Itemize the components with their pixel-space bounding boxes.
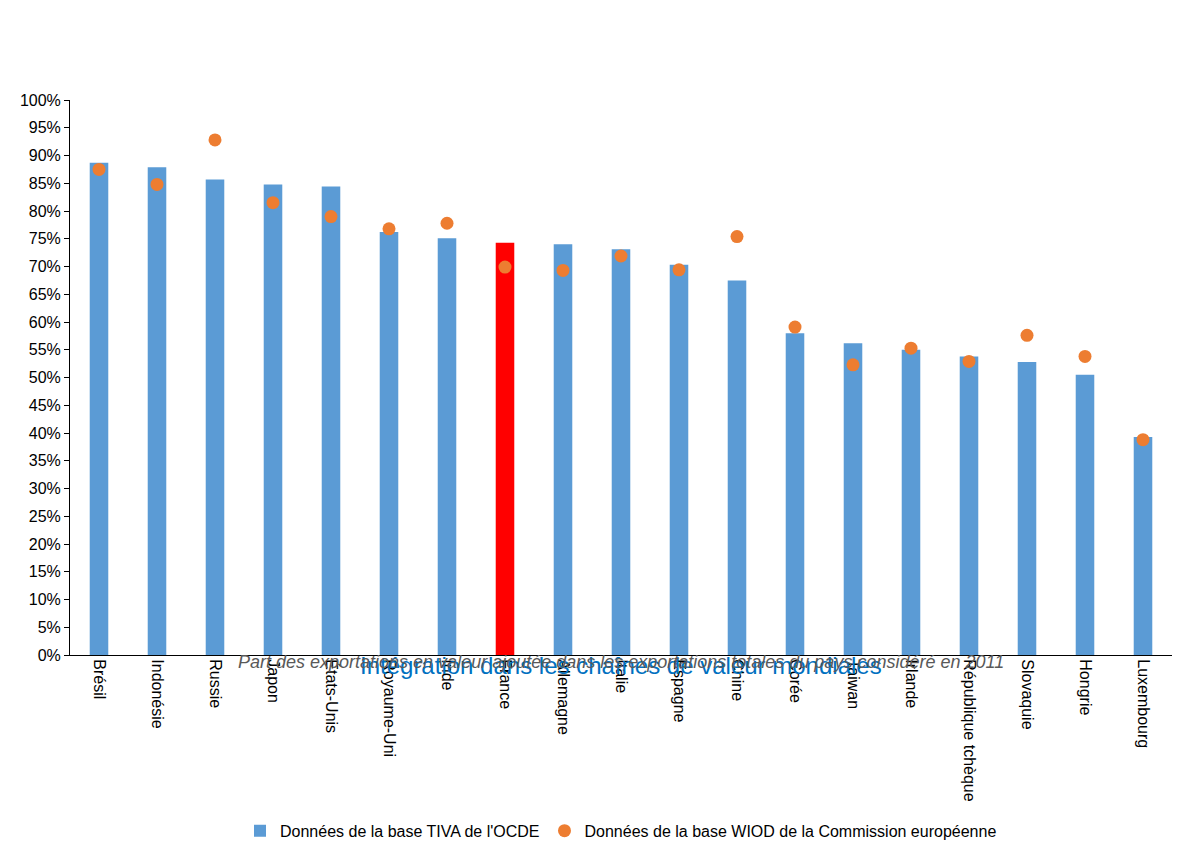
svg-text:95%: 95%	[29, 119, 61, 136]
svg-text:5%: 5%	[38, 619, 61, 636]
svg-text:20%: 20%	[29, 536, 61, 553]
svg-text:Indonésie: Indonésie	[149, 659, 166, 728]
svg-text:États-Unis: États-Unis	[323, 659, 341, 733]
svg-text:Données de la base TIVA de l'O: Données de la base TIVA de l'OCDE	[280, 823, 540, 840]
svg-text:60%: 60%	[29, 314, 61, 331]
svg-text:10%: 10%	[29, 591, 61, 608]
svg-text:Données de la base WIOD de la: Données de la base WIOD de la Commission…	[585, 823, 997, 840]
svg-text:35%: 35%	[29, 452, 61, 469]
svg-text:75%: 75%	[29, 230, 61, 247]
svg-text:Part des exportations en valeu: Part des exportations en valeur ajoutée …	[238, 652, 1004, 672]
svg-text:Italie: Italie	[613, 659, 630, 693]
svg-text:Slovaquie: Slovaquie	[1019, 659, 1036, 729]
svg-text:Taiwan: Taiwan	[845, 659, 862, 709]
svg-text:85%: 85%	[29, 175, 61, 192]
svg-text:30%: 30%	[29, 480, 61, 497]
svg-text:50%: 50%	[29, 369, 61, 386]
svg-text:Corée: Corée	[787, 659, 804, 703]
svg-text:Intégration dans les chaînes d: Intégration dans les chaînes de valeur m…	[360, 652, 882, 679]
svg-text:65%: 65%	[29, 286, 61, 303]
svg-text:Brésil: Brésil	[91, 659, 108, 699]
svg-text:Inde: Inde	[439, 659, 456, 690]
svg-text:Hongrie: Hongrie	[1077, 659, 1094, 715]
svg-text:Luxembourg: Luxembourg	[1135, 659, 1152, 748]
svg-text:80%: 80%	[29, 203, 61, 220]
svg-text:Japon: Japon	[265, 659, 282, 703]
svg-text:25%: 25%	[29, 508, 61, 525]
svg-text:100%: 100%	[20, 92, 61, 109]
svg-text:Allemagne: Allemagne	[555, 659, 572, 735]
svg-text:République tchèque: République tchèque	[961, 659, 978, 801]
svg-text:55%: 55%	[29, 341, 61, 358]
svg-text:France: France	[497, 659, 514, 709]
svg-text:70%: 70%	[29, 258, 61, 275]
svg-text:45%: 45%	[29, 397, 61, 414]
svg-text:90%: 90%	[29, 147, 61, 164]
svg-text:15%: 15%	[29, 563, 61, 580]
svg-text:Russie: Russie	[207, 659, 224, 708]
svg-text:Irlande: Irlande	[903, 659, 920, 708]
svg-text:Royaume-Uni: Royaume-Uni	[381, 659, 398, 757]
svg-text:40%: 40%	[29, 425, 61, 442]
svg-text:Espagne: Espagne	[671, 659, 688, 722]
svg-text:Chine: Chine	[729, 659, 746, 701]
svg-text:0%: 0%	[38, 647, 61, 664]
